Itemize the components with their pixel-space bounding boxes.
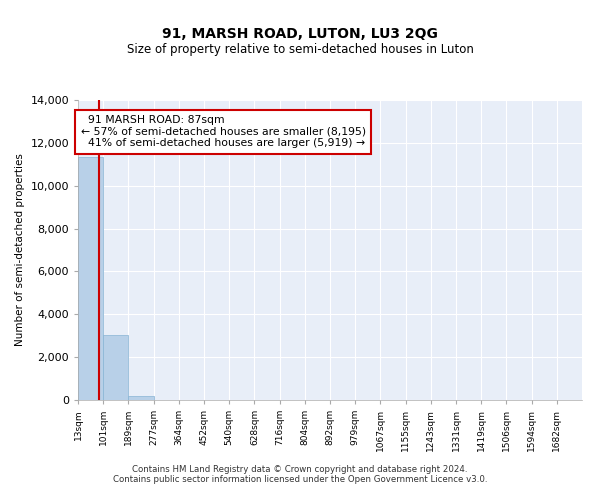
Bar	[78, 157, 103, 400]
Text: Contains public sector information licensed under the Open Government Licence v3: Contains public sector information licen…	[113, 476, 487, 484]
Bar	[128, 396, 154, 400]
Text: 91 MARSH ROAD: 87sqm
← 57% of semi-detached houses are smaller (8,195)
  41% of : 91 MARSH ROAD: 87sqm ← 57% of semi-detac…	[81, 115, 366, 148]
Text: 91, MARSH ROAD, LUTON, LU3 2QG: 91, MARSH ROAD, LUTON, LU3 2QG	[162, 28, 438, 42]
Text: Contains HM Land Registry data © Crown copyright and database right 2024.: Contains HM Land Registry data © Crown c…	[132, 466, 468, 474]
Bar	[103, 334, 128, 400]
Text: Size of property relative to semi-detached houses in Luton: Size of property relative to semi-detach…	[127, 42, 473, 56]
Y-axis label: Number of semi-detached properties: Number of semi-detached properties	[15, 154, 25, 346]
